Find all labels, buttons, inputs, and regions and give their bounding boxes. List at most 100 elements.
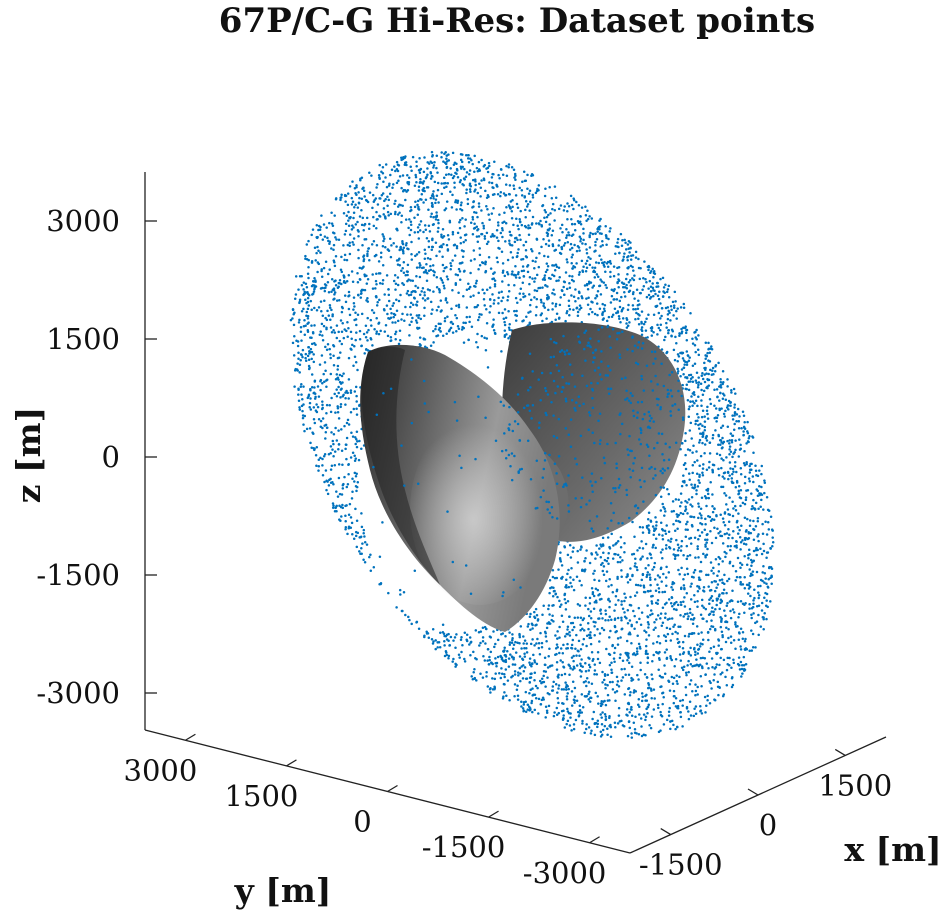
scatter-point <box>610 661 613 665</box>
scatter-point <box>341 463 344 467</box>
scatter-point <box>695 625 699 628</box>
scatter-point <box>432 341 435 344</box>
scatter-point <box>688 632 691 636</box>
scatter-point <box>511 638 514 642</box>
scatter-point <box>551 302 554 305</box>
scatter-point <box>315 403 318 406</box>
scatter-point <box>649 609 653 612</box>
scatter-point <box>519 672 522 675</box>
scatter-point <box>578 304 582 307</box>
scatter-point <box>303 290 306 294</box>
scatter-point <box>527 192 531 195</box>
scatter-point <box>533 267 536 270</box>
scatter-point <box>347 473 350 476</box>
scatter-point <box>513 236 517 240</box>
scatter-point <box>533 277 537 280</box>
scatter-point <box>309 441 312 445</box>
scatter-point <box>685 592 689 595</box>
scatter-point <box>737 638 741 642</box>
scatter-point <box>684 507 688 511</box>
scatter-point <box>415 266 419 269</box>
scatter-point <box>444 298 448 302</box>
scatter-point <box>484 642 487 645</box>
scatter-point <box>404 218 408 221</box>
scatter-point <box>578 235 582 238</box>
scatter-point <box>583 284 587 287</box>
scatter-point <box>308 405 311 409</box>
scatter-point <box>518 186 521 190</box>
scatter-point <box>516 206 520 209</box>
scatter-point <box>483 304 486 307</box>
scatter-point <box>437 226 440 230</box>
scatter-point <box>580 546 583 549</box>
scatter-point <box>475 225 479 228</box>
scatter-point <box>748 607 751 610</box>
scatter-point <box>689 617 693 621</box>
scatter-point <box>473 226 477 230</box>
scatter-point <box>578 704 582 708</box>
scatter-point <box>524 208 527 212</box>
scatter-point <box>741 672 744 675</box>
scatter-point <box>616 577 619 580</box>
scatter-point <box>544 635 548 638</box>
scatter-point <box>710 619 713 622</box>
scatter-point <box>637 678 640 681</box>
scatter-point <box>328 306 332 309</box>
scatter-point <box>463 233 467 237</box>
scatter-point <box>442 284 446 287</box>
y-tick-label: 0 <box>353 805 371 839</box>
scatter-point <box>353 305 356 308</box>
scatter-point <box>469 295 472 298</box>
scatter-point <box>715 452 719 455</box>
scatter-point <box>343 233 347 236</box>
scatter-point <box>415 180 418 184</box>
scatter-point <box>335 490 338 493</box>
scatter-point <box>505 164 508 168</box>
scatter-point <box>553 576 557 580</box>
scatter-point <box>336 364 340 368</box>
scatter-point <box>397 342 401 346</box>
scatter-point <box>577 290 581 294</box>
scatter-point <box>699 422 702 426</box>
scatter-point <box>660 685 663 688</box>
scatter-point <box>672 723 675 727</box>
scatter-point <box>340 374 344 378</box>
scatter-point <box>298 301 301 305</box>
scatter-point <box>434 201 437 205</box>
scatter-point <box>501 235 504 239</box>
scatter-point <box>510 217 514 220</box>
scatter-point <box>734 439 737 442</box>
y-tick-mark <box>488 810 499 818</box>
scatter-point <box>702 606 706 609</box>
scatter-point <box>352 216 355 220</box>
scatter-point <box>679 614 682 617</box>
scatter-point <box>653 272 657 275</box>
scatter-point <box>685 567 689 570</box>
scatter-point <box>498 176 501 180</box>
scatter-point <box>652 294 655 298</box>
scatter-point <box>523 655 527 658</box>
scatter-point <box>712 566 715 570</box>
scatter-point <box>568 282 571 285</box>
scatter-point <box>479 641 482 645</box>
scatter-point <box>617 278 620 281</box>
scatter-point <box>556 637 559 640</box>
scatter-point <box>709 519 713 522</box>
scatter-point <box>463 657 466 661</box>
scatter-point <box>433 271 436 274</box>
scatter-point <box>566 209 569 213</box>
scatter-point <box>589 696 592 700</box>
scatter-point <box>476 345 480 349</box>
scatter-point <box>497 173 500 177</box>
scatter-point <box>693 594 696 597</box>
scatter-point <box>717 474 721 477</box>
scatter-point <box>602 628 606 632</box>
scatter-point <box>726 601 729 605</box>
scatter-point <box>503 646 506 650</box>
scatter-point <box>656 598 660 602</box>
scatter-point <box>333 291 337 294</box>
scatter-point <box>694 712 698 715</box>
scatter-point <box>633 274 636 277</box>
scatter-point <box>340 270 344 274</box>
scatter-point <box>402 188 406 192</box>
